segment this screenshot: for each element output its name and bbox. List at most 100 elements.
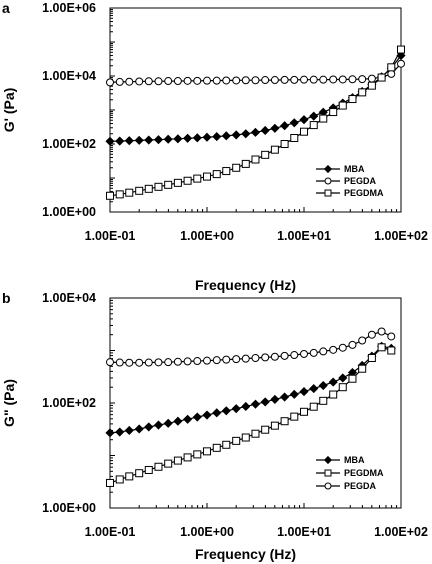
data-point <box>367 353 376 362</box>
legend-entry: PEGDMA <box>316 188 384 198</box>
data-point <box>397 59 405 68</box>
data-point <box>203 356 211 365</box>
y-tick-label: 1.00E+00 <box>42 501 96 515</box>
data-point <box>164 77 173 86</box>
data-point <box>280 121 290 131</box>
y-tick-label: 1.00E+02 <box>42 396 96 410</box>
data-point <box>241 433 250 442</box>
series-line <box>109 330 392 364</box>
y-tick-label: 1.00E+06 <box>42 1 96 15</box>
x-tick-label: 1.00E+00 <box>180 525 234 539</box>
x-tick-label: 1.00E+00 <box>180 229 234 243</box>
data-point <box>318 380 328 391</box>
data-point <box>115 77 124 86</box>
data-point <box>232 355 241 364</box>
data-point <box>115 136 125 146</box>
series-pegdma <box>106 45 405 200</box>
data-point <box>144 184 153 193</box>
data-point <box>290 75 299 84</box>
data-point <box>125 358 134 367</box>
data-point <box>367 81 376 90</box>
legend-marker <box>324 469 332 477</box>
data-point <box>358 88 367 97</box>
data-point <box>163 418 173 428</box>
data-point <box>183 176 192 185</box>
data-point <box>221 131 231 141</box>
data-point <box>358 336 367 345</box>
data-point <box>183 133 193 143</box>
data-point <box>367 330 376 339</box>
data-point <box>300 407 308 416</box>
data-point <box>212 443 221 452</box>
x-tick-label: 1.00E-01 <box>85 525 136 539</box>
data-point <box>192 133 202 143</box>
x-tick-label: 1.00E+02 <box>374 229 428 243</box>
data-point <box>232 436 241 445</box>
data-point <box>261 76 270 85</box>
data-point <box>105 428 115 438</box>
data-point <box>203 447 211 456</box>
data-point <box>106 78 114 87</box>
data-point <box>222 167 231 176</box>
data-point <box>309 121 318 130</box>
legend-entry: PEGDA <box>316 481 377 491</box>
data-point <box>329 75 338 84</box>
data-point <box>106 478 114 487</box>
data-point <box>289 118 299 128</box>
legend-label: MBA <box>344 455 365 465</box>
data-point <box>222 355 231 364</box>
data-point <box>261 353 270 362</box>
data-point <box>251 353 260 362</box>
data-point <box>124 136 134 146</box>
data-point <box>319 396 328 405</box>
x-tick-label: 1.00E+02 <box>374 525 428 539</box>
data-point <box>212 356 221 365</box>
data-point <box>280 417 289 426</box>
y-axis-label: G' (Pa) <box>1 88 17 133</box>
data-point <box>387 63 396 72</box>
legend-entry: PEGDMA <box>316 468 384 478</box>
legend-label: PEGDMA <box>344 188 384 198</box>
data-point <box>241 129 251 139</box>
legend-label: PEGDMA <box>344 468 384 478</box>
data-point <box>105 136 115 146</box>
chart-panel-a: a 1.00E-01 1.00E+00 1.00E+01 1.00E+02 1.00E+0… <box>1 0 428 293</box>
data-point <box>134 424 144 434</box>
data-point <box>280 140 289 148</box>
legend-marker <box>324 482 332 490</box>
data-point <box>193 450 202 459</box>
data-point <box>348 374 357 383</box>
data-point <box>135 358 144 367</box>
data-point <box>231 130 241 140</box>
data-point <box>183 357 192 366</box>
data-point <box>348 95 357 104</box>
data-point <box>212 76 221 85</box>
series-pegda <box>106 59 405 87</box>
data-point <box>135 469 144 478</box>
data-point <box>125 472 134 481</box>
data-point <box>300 127 308 136</box>
data-point <box>134 135 144 145</box>
data-point <box>338 343 347 352</box>
data-point <box>154 462 163 471</box>
data-point <box>106 191 114 200</box>
y-tick-label: 1.00E+00 <box>42 205 96 219</box>
data-point <box>183 453 192 462</box>
data-point <box>397 45 405 54</box>
data-point <box>212 132 222 142</box>
data-point <box>377 73 386 82</box>
data-point <box>115 475 124 484</box>
series-mba <box>105 50 406 146</box>
data-point <box>115 358 124 367</box>
data-point <box>377 327 386 336</box>
panel-letter: a <box>2 0 10 16</box>
data-point <box>222 76 231 85</box>
data-point <box>358 364 367 373</box>
data-point <box>270 421 279 430</box>
legend-entry: PEGDA <box>316 176 377 186</box>
data-point <box>338 373 348 383</box>
data-point <box>231 404 241 414</box>
data-point <box>348 75 357 84</box>
data-point <box>193 76 202 85</box>
